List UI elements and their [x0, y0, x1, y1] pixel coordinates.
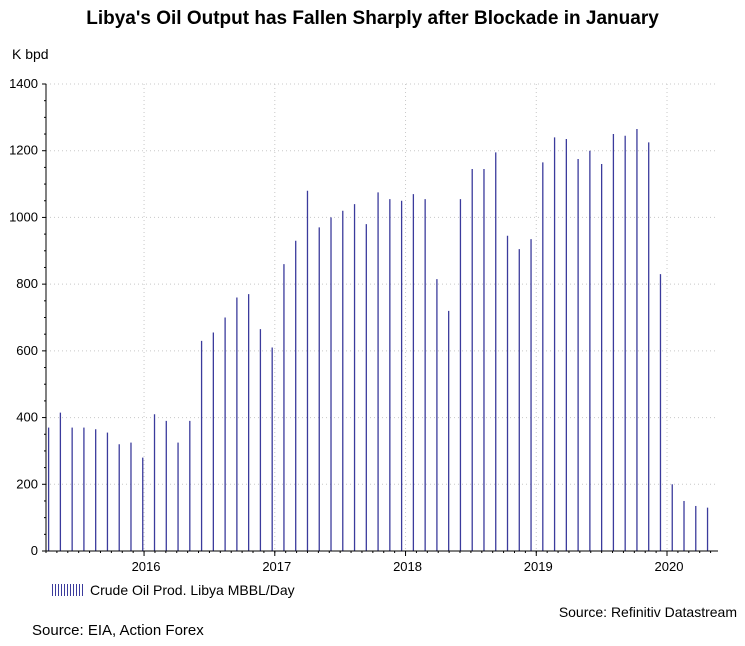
- x-tick-label: 2016: [132, 559, 161, 574]
- legend-swatch: [52, 584, 84, 596]
- y-tick-label: 0: [31, 543, 38, 558]
- chart-title: Libya's Oil Output has Fallen Sharply af…: [86, 8, 659, 29]
- legend-label: Crude Oil Prod. Libya MBBL/Day: [90, 582, 295, 598]
- y-tick-label: 800: [16, 276, 38, 291]
- bar-series: [47, 129, 709, 551]
- y-tick-label: 1200: [9, 143, 38, 158]
- y-ticks: 0 200 400 600 800 1000 1200 1400: [9, 76, 46, 558]
- y-tick-label: 400: [16, 410, 38, 425]
- y-axis-label: K bpd: [12, 46, 49, 62]
- y-tick-label: 600: [16, 343, 38, 358]
- grid-lines: [46, 83, 718, 551]
- y-tick-label: 1400: [9, 76, 38, 91]
- legend: Crude Oil Prod. Libya MBBL/Day: [52, 582, 295, 598]
- source-note-right: Source: Refinitiv Datastream: [558, 604, 737, 620]
- x-tick-label: 2018: [393, 559, 422, 574]
- y-tick-label: 1000: [9, 209, 38, 224]
- x-tick-label: 2020: [655, 559, 684, 574]
- y-tick-label: 200: [16, 476, 38, 491]
- x-tick-label: 2019: [524, 559, 553, 574]
- axes: [45, 84, 718, 552]
- source-note-left: Source: EIA, Action Forex: [32, 622, 204, 639]
- x-tick-label: 2017: [262, 559, 291, 574]
- x-ticks: 2016 2017 2018 2019 2020: [45, 551, 712, 574]
